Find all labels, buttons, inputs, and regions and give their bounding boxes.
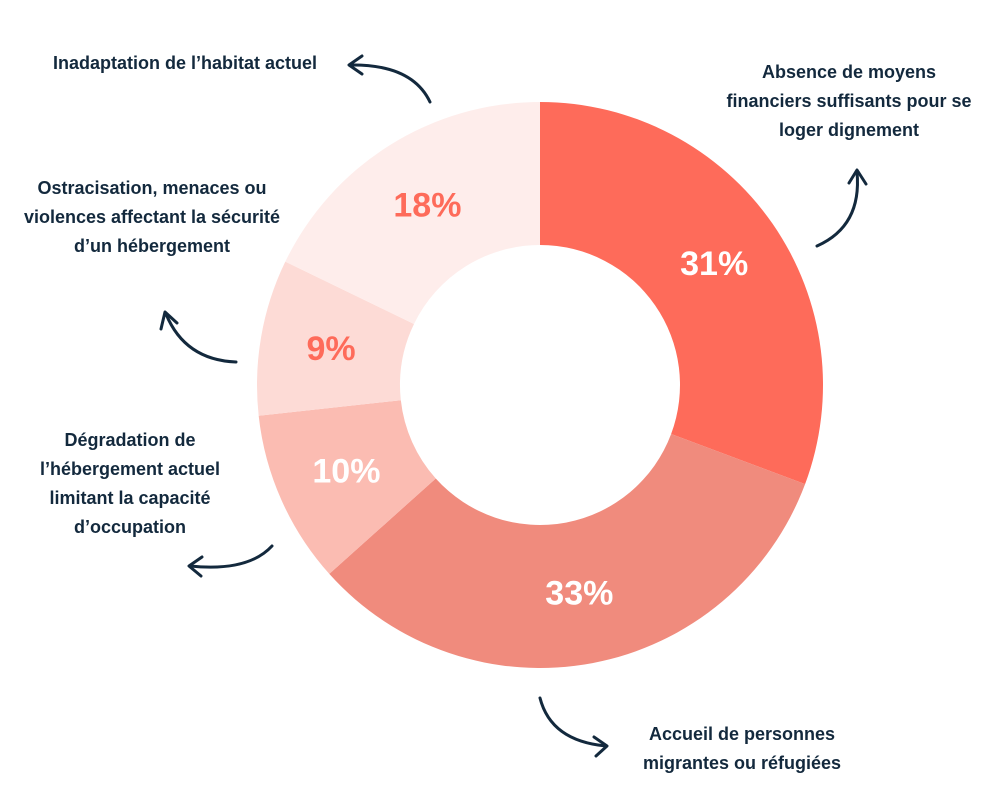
slice-value-label-4: 18% (393, 186, 461, 224)
arrow-ostracisation (159, 310, 238, 364)
arrow-accueil (538, 696, 609, 758)
label-inadaptation: Inadaptation de l’habitat actuel (52, 53, 318, 73)
label-ostracisation: Ostracisation, menaces ou violences affe… (23, 178, 281, 256)
arrow-absence (815, 168, 868, 248)
arrow-inadaptation (347, 54, 432, 104)
donut-slice-3 (257, 261, 414, 416)
arrow-degradation (187, 544, 274, 578)
slice-value-label-2: 10% (312, 452, 380, 490)
slice-value-label-0: 31% (680, 245, 748, 283)
donut-slice-0 (540, 102, 823, 485)
slice-value-label-3: 9% (307, 330, 356, 368)
label-degradation: Dégradation de l’hébergement actuel limi… (39, 430, 221, 537)
donut-slice-1 (329, 434, 806, 668)
slice-value-label-1: 33% (545, 574, 613, 612)
donut-slice-4 (285, 102, 540, 324)
label-absence: Absence de moyens financiers suffisants … (726, 62, 972, 140)
donut-slice-2 (258, 400, 436, 574)
label-accueil: Accueil de personnes migrantes ou réfugi… (642, 724, 842, 773)
